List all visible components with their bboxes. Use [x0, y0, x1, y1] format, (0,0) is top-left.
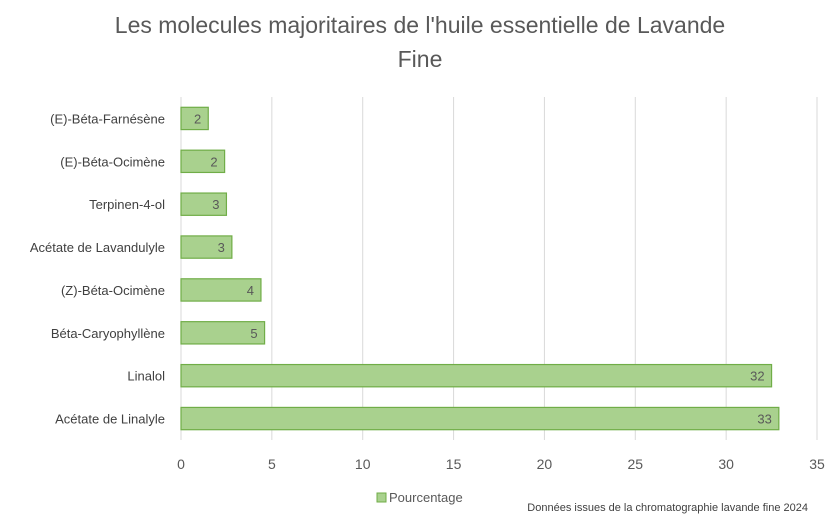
bar-3	[180, 192, 228, 216]
bar-5	[180, 278, 262, 302]
x-tick-label: 20	[537, 456, 553, 472]
category-label: Linalol	[127, 369, 165, 384]
source-note: Données issues de la chromatographie lav…	[527, 502, 808, 514]
category-label: Acétate de Linalyle	[55, 412, 165, 427]
x-tick-label: 15	[446, 456, 462, 472]
category-label: (E)-Béta-Farnésène	[50, 111, 165, 126]
x-tick-label: 25	[627, 456, 643, 472]
chart-title: Les molecules majoritaires de l'huile es…	[114, 12, 726, 72]
category-label: Acétate de Lavandulyle	[30, 240, 165, 255]
x-tick-label: 35	[809, 456, 825, 472]
x-tick-label: 0	[177, 456, 185, 472]
bar-4	[180, 235, 233, 259]
category-labels: (E)-Béta-Farnésène (E)-Béta-Ocimène Terpin…	[30, 111, 165, 426]
data-label: 5	[250, 326, 257, 341]
category-label: Terpinen-4-ol	[89, 197, 165, 212]
legend-swatch	[376, 492, 387, 503]
x-tick-label: 30	[718, 456, 734, 472]
bar-1	[180, 106, 209, 131]
x-tick-label: 5	[268, 456, 276, 472]
gridlines	[180, 97, 818, 440]
data-label: 4	[247, 283, 254, 298]
legend: Pourcentage	[376, 490, 463, 505]
data-label: 2	[210, 154, 217, 169]
x-tick-label: 10	[355, 456, 371, 472]
bar-2	[180, 149, 226, 174]
legend-label-pourcentage: Pourcentage	[389, 490, 463, 505]
data-label: 32	[750, 369, 764, 384]
category-label: (E)-Béta-Ocimène	[60, 154, 165, 169]
data-label: 2	[194, 111, 201, 126]
category-label: Béta-Caryophyllène	[51, 326, 165, 341]
x-tick-labels: 0 5 10 15 20 25 30 35	[177, 456, 825, 472]
data-label: 3	[212, 197, 219, 212]
data-label: 33	[757, 412, 771, 427]
data-label: 3	[218, 240, 225, 255]
category-label: (Z)-Béta-Ocimène	[61, 283, 165, 298]
bar-6	[180, 321, 266, 345]
bar-8	[180, 406, 780, 431]
bar-7	[180, 363, 773, 388]
